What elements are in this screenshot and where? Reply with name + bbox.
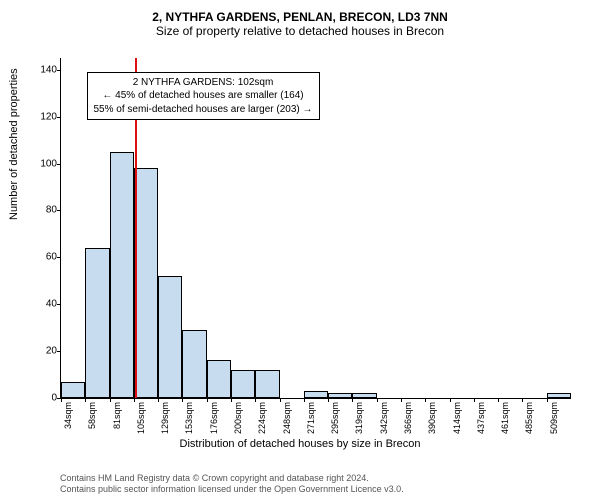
y-tick-label: 60 bbox=[27, 252, 61, 263]
histogram-bar bbox=[231, 370, 255, 398]
x-tick-label: 390sqm bbox=[427, 402, 437, 434]
y-tick-mark bbox=[57, 210, 61, 211]
histogram-bar bbox=[547, 393, 571, 398]
annotation-line: ← 45% of detached houses are smaller (16… bbox=[94, 89, 313, 103]
y-tick-label: 0 bbox=[27, 393, 61, 404]
x-tick-mark bbox=[85, 398, 86, 402]
y-tick-label: 120 bbox=[27, 111, 61, 122]
y-tick-mark bbox=[57, 304, 61, 305]
x-tick-mark bbox=[182, 398, 183, 402]
histogram-bar bbox=[158, 276, 182, 398]
y-axis-label: Number of detached properties bbox=[8, 68, 20, 220]
x-tick-label: 224sqm bbox=[257, 402, 267, 434]
x-tick-mark bbox=[61, 398, 62, 402]
x-tick-mark bbox=[401, 398, 402, 402]
x-tick-mark bbox=[547, 398, 548, 402]
y-tick-mark bbox=[57, 70, 61, 71]
footer-attribution: Contains HM Land Registry data © Crown c… bbox=[60, 473, 404, 496]
y-tick-label: 140 bbox=[27, 64, 61, 75]
x-tick-mark bbox=[377, 398, 378, 402]
histogram-bar bbox=[134, 168, 158, 398]
annotation-box: 2 NYTHFA GARDENS: 102sqm← 45% of detache… bbox=[87, 72, 320, 121]
x-tick-mark bbox=[134, 398, 135, 402]
chart-container: 2, NYTHFA GARDENS, PENLAN, BRECON, LD3 7… bbox=[0, 10, 600, 450]
histogram-bar bbox=[110, 152, 134, 398]
x-tick-mark bbox=[110, 398, 111, 402]
chart-title-2: Size of property relative to detached ho… bbox=[0, 24, 600, 38]
x-tick-mark bbox=[328, 398, 329, 402]
histogram-bar bbox=[328, 393, 352, 398]
histogram-bar bbox=[352, 393, 376, 398]
x-tick-label: 366sqm bbox=[403, 402, 413, 434]
x-tick-label: 461sqm bbox=[500, 402, 510, 434]
x-tick-mark bbox=[474, 398, 475, 402]
histogram-bar bbox=[182, 330, 206, 398]
x-tick-label: 34sqm bbox=[63, 402, 73, 429]
annotation-line: 2 NYTHFA GARDENS: 102sqm bbox=[94, 76, 313, 90]
x-tick-label: 81sqm bbox=[112, 402, 122, 429]
x-tick-label: 153sqm bbox=[184, 402, 194, 434]
x-tick-mark bbox=[304, 398, 305, 402]
x-tick-mark bbox=[425, 398, 426, 402]
x-tick-label: 485sqm bbox=[524, 402, 534, 434]
x-axis-label: Distribution of detached houses by size … bbox=[0, 438, 600, 450]
x-tick-label: 319sqm bbox=[354, 402, 364, 434]
x-tick-mark bbox=[158, 398, 159, 402]
histogram-bar bbox=[207, 360, 231, 398]
annotation-line: 55% of semi-detached houses are larger (… bbox=[94, 103, 313, 117]
y-tick-mark bbox=[57, 257, 61, 258]
x-tick-mark bbox=[498, 398, 499, 402]
x-tick-label: 414sqm bbox=[452, 402, 462, 434]
histogram-bar bbox=[255, 370, 279, 398]
y-tick-label: 40 bbox=[27, 299, 61, 310]
x-tick-mark bbox=[207, 398, 208, 402]
x-tick-label: 58sqm bbox=[87, 402, 97, 429]
x-tick-label: 129sqm bbox=[160, 402, 170, 434]
x-tick-label: 295sqm bbox=[330, 402, 340, 434]
plot-area: 02040608010012014034sqm58sqm81sqm105sqm1… bbox=[60, 58, 571, 399]
y-tick-label: 20 bbox=[27, 346, 61, 357]
y-tick-label: 100 bbox=[27, 158, 61, 169]
x-tick-label: 248sqm bbox=[282, 402, 292, 434]
x-tick-label: 509sqm bbox=[549, 402, 559, 434]
x-tick-mark bbox=[255, 398, 256, 402]
x-tick-mark bbox=[280, 398, 281, 402]
y-tick-mark bbox=[57, 351, 61, 352]
x-tick-mark bbox=[522, 398, 523, 402]
footer-line-1: Contains HM Land Registry data © Crown c… bbox=[60, 473, 404, 485]
histogram-bar bbox=[85, 248, 109, 398]
x-tick-label: 200sqm bbox=[233, 402, 243, 434]
x-tick-mark bbox=[352, 398, 353, 402]
histogram-bar bbox=[304, 391, 328, 398]
y-tick-mark bbox=[57, 164, 61, 165]
y-tick-mark bbox=[57, 117, 61, 118]
x-tick-label: 437sqm bbox=[476, 402, 486, 434]
x-tick-mark bbox=[231, 398, 232, 402]
x-tick-label: 105sqm bbox=[136, 402, 146, 434]
x-tick-label: 271sqm bbox=[306, 402, 316, 434]
chart-title-1: 2, NYTHFA GARDENS, PENLAN, BRECON, LD3 7… bbox=[0, 10, 600, 24]
x-tick-label: 342sqm bbox=[379, 402, 389, 434]
histogram-bar bbox=[61, 382, 85, 398]
x-tick-mark bbox=[450, 398, 451, 402]
x-tick-label: 176sqm bbox=[209, 402, 219, 434]
footer-line-2: Contains public sector information licen… bbox=[60, 484, 404, 496]
y-tick-label: 80 bbox=[27, 205, 61, 216]
